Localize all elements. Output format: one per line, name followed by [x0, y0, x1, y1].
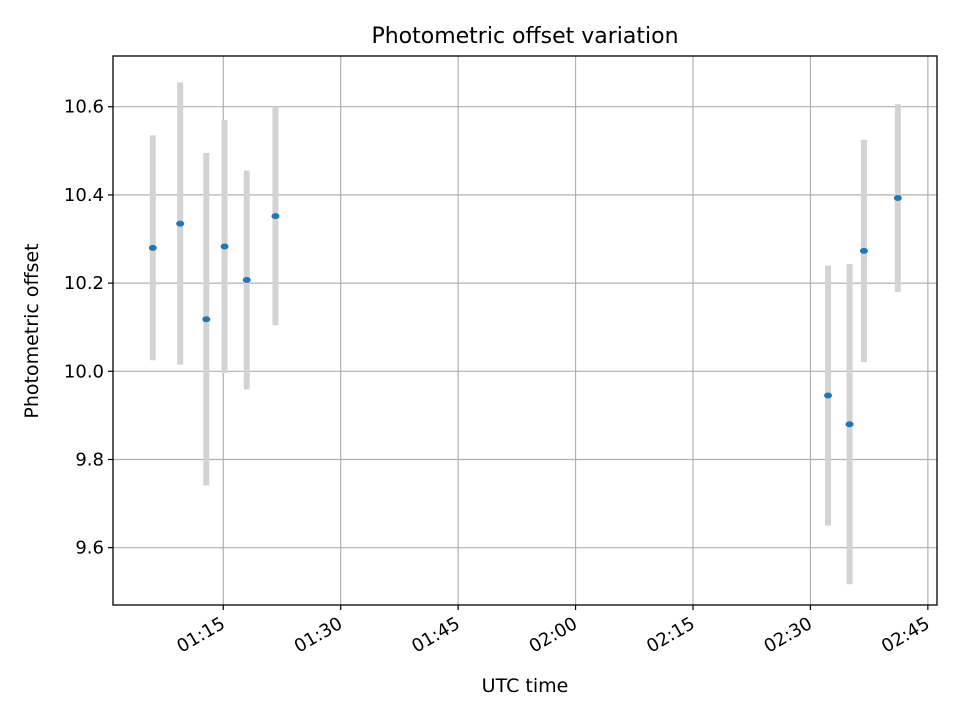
x-tick-label: 01:45 [408, 613, 463, 657]
data-points [148, 194, 902, 428]
y-tick-label: 10.6 [64, 97, 104, 118]
data-point [824, 392, 833, 399]
grid [113, 56, 937, 605]
error-bars [149, 82, 901, 585]
data-point [271, 213, 280, 220]
y-axis: 9.6 9.8 10.0 10.2 10.4 10.6 [64, 97, 113, 559]
x-tick-label: 02:45 [878, 613, 933, 657]
data-point [845, 421, 854, 428]
x-axis-label: UTC time [482, 675, 569, 697]
x-tick-label: 02:30 [761, 613, 816, 657]
plot-frame [112, 55, 938, 606]
x-tick-label: 01:30 [291, 613, 346, 657]
x-tick-label: 01:15 [173, 613, 228, 657]
chart-title: Photometric offset variation [371, 24, 678, 49]
data-point [148, 244, 157, 251]
y-tick-label: 10.2 [64, 273, 104, 294]
y-tick-label: 9.8 [75, 449, 104, 470]
data-point [220, 243, 229, 250]
y-tick-label: 9.6 [75, 538, 104, 559]
y-axis-label: Photometric offset [21, 243, 43, 418]
x-tick-label: 02:00 [526, 613, 581, 657]
y-tick-label: 10.4 [64, 185, 104, 206]
data-point [859, 247, 868, 254]
x-axis: 01:15 01:30 01:45 02:00 02:15 02:30 02:45 [173, 605, 933, 657]
data-point [893, 194, 902, 201]
y-tick-label: 10.0 [64, 361, 104, 382]
data-point [176, 220, 185, 227]
x-tick-label: 02:15 [643, 613, 698, 657]
data-point [242, 277, 251, 284]
data-point [202, 316, 211, 323]
